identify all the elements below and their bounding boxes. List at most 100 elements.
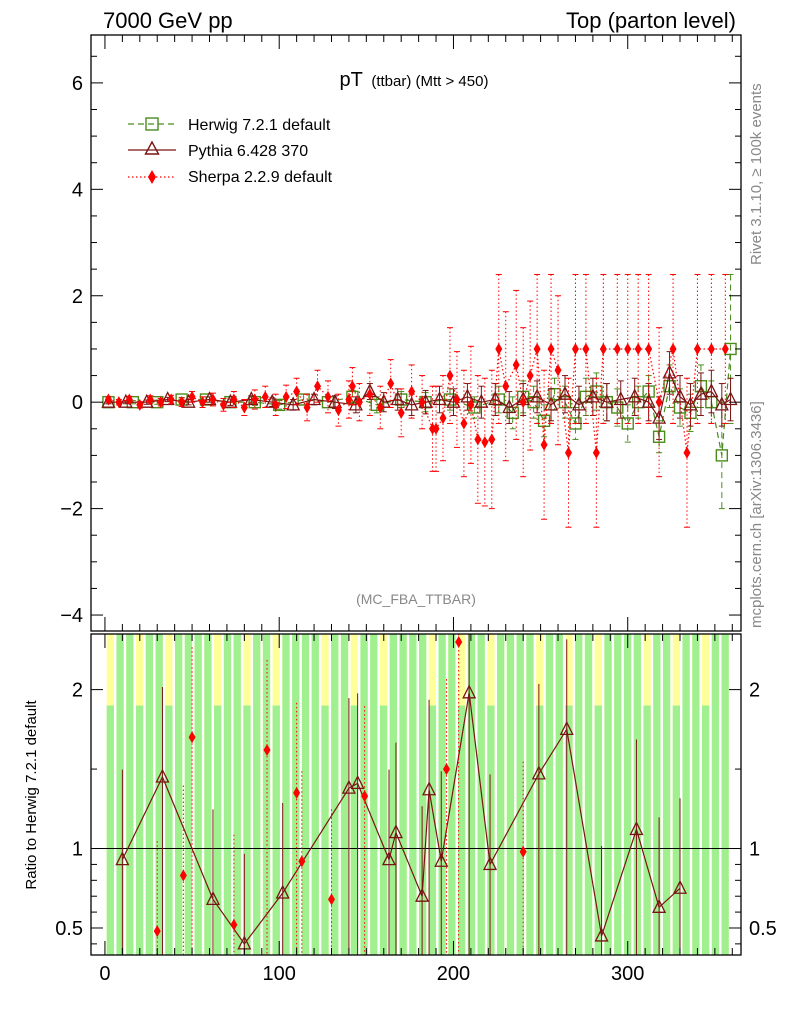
data-point-sherpa <box>157 396 165 409</box>
ratio-band-green <box>194 634 202 955</box>
ratio-point-pythia <box>205 890 221 906</box>
data-point-sherpa <box>634 342 642 355</box>
data-point-sherpa <box>571 342 579 355</box>
ratio-point-pythia <box>594 927 609 942</box>
ratio-point-pythia <box>462 684 477 699</box>
data-point-sherpa <box>655 396 663 409</box>
data-point-sherpa <box>554 364 562 377</box>
data-point-pythia <box>376 393 391 408</box>
ratio-point-sherpa <box>188 731 196 744</box>
data-point-sherpa <box>645 342 653 355</box>
ratio-point-pythia <box>415 887 430 902</box>
ratio-band-green <box>272 705 280 955</box>
ratio-band-green <box>516 634 524 955</box>
ratio-y-tick-label: 1 <box>72 839 83 861</box>
ratio-point-pythia <box>422 781 437 796</box>
data-point-sherpa <box>502 380 510 393</box>
data-point-pythia <box>286 396 301 411</box>
main-y-tick-label: −2 <box>60 499 83 521</box>
data-point-sherpa <box>188 390 196 403</box>
data-point-pythia <box>599 393 614 408</box>
data-point-sherpa <box>540 438 548 451</box>
data-point-sherpa <box>481 436 489 449</box>
data-point-sherpa <box>564 446 572 459</box>
ratio-band-green <box>721 634 729 955</box>
legend-marker-herwig <box>145 117 159 131</box>
ratio-plot-frame <box>90 633 742 956</box>
ratio-ylabel: Ratio to Herwig 7.2.1 default <box>23 700 40 890</box>
ratio-band-green <box>506 634 515 955</box>
data-point-sherpa <box>432 422 440 435</box>
data-point-sherpa <box>209 393 217 406</box>
ratio-point-sherpa <box>455 635 463 648</box>
mcplots-label: mcplots.cern.ch [arXiv:1306.3436] <box>748 401 765 628</box>
ratio-band-green <box>282 634 290 955</box>
ratio-point-sherpa <box>298 855 306 868</box>
ratio-y-tick-label: 0.5 <box>55 918 83 940</box>
ratio-band-green <box>711 634 720 955</box>
ratio-point-sherpa <box>153 925 161 938</box>
data-point-sherpa <box>348 380 356 393</box>
ratio-band-green <box>311 634 319 955</box>
ratio-band-green <box>253 634 261 955</box>
data-point-sherpa <box>355 396 363 409</box>
ratio-band-green <box>243 705 251 955</box>
data-point-sherpa <box>125 393 133 406</box>
data-point-pythia <box>723 391 738 406</box>
data-point-sherpa <box>230 393 238 406</box>
data-point-sherpa <box>721 342 729 355</box>
ratio-band-green <box>399 634 407 955</box>
data-point-sherpa <box>474 433 482 446</box>
ratio-band-green <box>428 705 437 955</box>
ratio-band-green <box>643 705 651 955</box>
ratio-uncertainty-bands <box>106 634 729 955</box>
ratio-band-green <box>145 634 154 955</box>
ratio-band-green <box>321 705 329 955</box>
ratio-point-sherpa <box>263 744 271 757</box>
legend: Herwig 7.2.1 default Pythia 6.428 370 Sh… <box>128 117 333 186</box>
data-point-sherpa <box>345 393 353 406</box>
ratio-band-green <box>565 705 573 955</box>
ratio-band-green <box>116 634 124 955</box>
plot-title-sub: (ttbar) (Mtt > 450) <box>371 73 488 90</box>
ratio-band-green <box>370 634 378 955</box>
ratio-band-green <box>204 634 212 955</box>
ratio-band-green <box>526 634 534 955</box>
ratio-x-tick-label: 100 <box>263 963 296 985</box>
data-point-pythia <box>652 409 667 424</box>
plot-title: pT (ttbar) (Mtt > 450) <box>340 69 489 91</box>
ratio-point-pythia <box>155 768 170 783</box>
data-point-sherpa <box>199 396 207 409</box>
ratio-series-layer <box>91 634 741 955</box>
data-point-sherpa <box>334 404 342 417</box>
ratio-point-pythia <box>350 774 365 790</box>
ratio-point-pythia <box>388 824 404 839</box>
ratio-point-pythia <box>531 765 546 780</box>
data-point-pythia <box>101 393 116 408</box>
ratio-band-green <box>262 634 271 955</box>
main-series-layer <box>101 273 738 528</box>
data-point-sherpa <box>240 401 248 414</box>
data-point-sherpa <box>303 401 311 414</box>
data-point-sherpa <box>460 417 468 430</box>
header-left-title: 7000 GeV pp <box>103 8 233 33</box>
ratio-band-green <box>594 705 602 955</box>
ratio-band-green <box>331 634 339 955</box>
legend-marker-pythia <box>144 140 160 155</box>
main-y-tick-label: 2 <box>72 286 83 308</box>
data-point-sherpa <box>526 369 534 382</box>
data-point-sherpa <box>624 342 632 355</box>
ratio-point-sherpa <box>442 763 450 776</box>
data-point-sherpa <box>104 393 112 406</box>
ratio-point-sherpa <box>361 790 369 803</box>
ratio-band-green <box>184 634 193 955</box>
legend-entry-herwig: Herwig 7.2.1 default <box>128 117 331 134</box>
data-point-sherpa <box>599 342 607 355</box>
data-point-pythia <box>585 388 600 403</box>
main-y-tick-label: 6 <box>72 73 83 95</box>
ratio-band-green <box>682 634 690 955</box>
rivet-version-label: Rivet 3.1.10, ≥ 100k events <box>748 83 765 265</box>
ratio-point-sherpa <box>293 786 301 799</box>
data-point-sherpa <box>446 369 454 382</box>
